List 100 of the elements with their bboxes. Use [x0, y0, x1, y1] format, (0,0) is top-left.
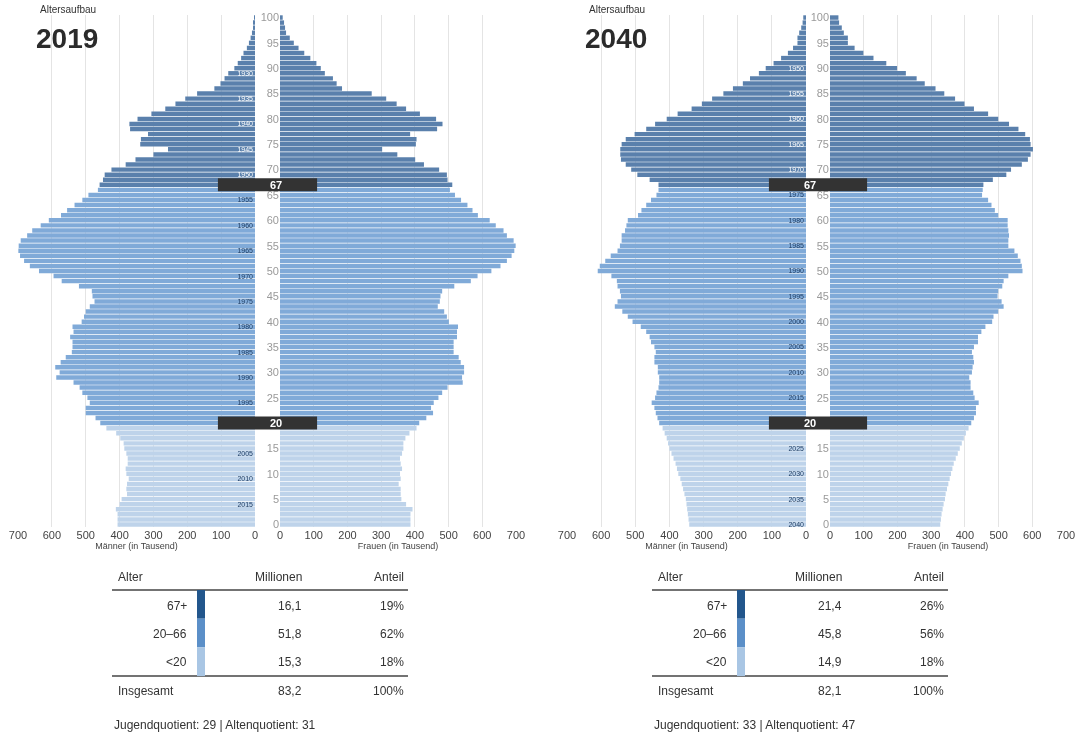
- y-tick-label: 65: [266, 188, 279, 201]
- ref-line-label: 20: [804, 417, 817, 429]
- bar: [654, 405, 806, 411]
- bar: [830, 349, 972, 355]
- bar: [830, 491, 946, 497]
- y-tick-label: 15: [816, 442, 829, 455]
- text: 82,1: [818, 684, 842, 698]
- y-tick-label: 0: [822, 518, 829, 531]
- y-tick-label: 45: [266, 290, 279, 303]
- x-tick-label: 300: [144, 529, 163, 541]
- y-tick-label: 80: [266, 112, 279, 125]
- bar: [280, 35, 290, 41]
- bar: [830, 400, 979, 406]
- y-tick-label: 60: [266, 214, 279, 227]
- bar: [650, 197, 806, 203]
- bar: [655, 410, 806, 416]
- x-tick-label: 600: [591, 529, 611, 541]
- text: Millionen: [795, 570, 843, 584]
- y-tick-label: 30: [816, 366, 829, 379]
- text: 20–66: [693, 627, 727, 641]
- bar: [24, 258, 255, 264]
- text: 62%: [380, 627, 405, 641]
- text: Jugendquotient: 33 | Altenquotient: 47: [654, 718, 856, 732]
- x-tick-label: 500: [989, 529, 1008, 541]
- x-axis-title: Frauen (in Tausend): [907, 541, 989, 551]
- text: 18%: [380, 655, 405, 669]
- y-tick-label: 65: [816, 188, 829, 201]
- y-tick-label: 35: [816, 340, 829, 353]
- bar: [280, 334, 457, 340]
- text: 20–66: [153, 627, 187, 641]
- bar: [797, 35, 806, 41]
- ref-line-label: 20: [270, 417, 283, 429]
- text: Insgesamt: [658, 684, 715, 698]
- text: 18%: [920, 655, 945, 669]
- bar: [680, 476, 806, 482]
- bar: [830, 339, 979, 345]
- text: 56%: [920, 627, 945, 641]
- bar: [130, 126, 255, 132]
- text: 21,4: [818, 599, 842, 613]
- text: 19%: [380, 599, 405, 613]
- x-tick-label: 200: [178, 529, 197, 541]
- text: 15,3: [278, 655, 302, 669]
- y-tick-label: 35: [266, 340, 279, 353]
- x-tick-label: 100: [211, 529, 231, 541]
- bar: [85, 410, 255, 416]
- y-tick-label: 50: [266, 264, 279, 277]
- bar: [830, 476, 950, 482]
- bar: [830, 35, 848, 41]
- x-tick-label: 100: [304, 529, 323, 541]
- bar: [241, 55, 255, 61]
- bar: [681, 481, 806, 487]
- x-tick-label: 700: [8, 529, 28, 541]
- x-tick-label: 400: [405, 529, 425, 541]
- y-tick-label: 25: [816, 391, 829, 404]
- bar: [280, 410, 434, 416]
- bar: [65, 354, 255, 360]
- bar: [797, 40, 806, 46]
- bar: [280, 121, 443, 127]
- y-tick-label: 60: [816, 214, 829, 227]
- bar: [655, 349, 806, 355]
- y-tick-label: 75: [816, 138, 829, 151]
- y-tick-label: 15: [266, 442, 279, 455]
- y-tick-label: 50: [816, 264, 829, 277]
- bar: [830, 410, 976, 416]
- x-tick-label: 600: [42, 529, 62, 541]
- y-tick-label: 5: [822, 492, 829, 505]
- chart-title: 2019: [36, 23, 99, 54]
- chart-subtitle: Altersaufbau: [40, 4, 97, 15]
- y-tick-label: 95: [266, 36, 279, 49]
- y-tick-label: 10: [266, 467, 279, 480]
- x-tick-label: 400: [110, 529, 129, 541]
- chart-title: 2040: [585, 23, 648, 54]
- bar: [280, 476, 401, 482]
- text: 67+: [707, 599, 728, 613]
- y-tick-label: 5: [272, 492, 279, 505]
- bar: [126, 486, 255, 492]
- y-tick-label: 25: [266, 391, 279, 404]
- y-tick-label: 40: [266, 315, 279, 328]
- x-tick-label: 500: [76, 529, 95, 541]
- bar: [651, 400, 806, 406]
- y-tick-label: 100: [810, 11, 829, 24]
- bar: [830, 501, 944, 507]
- x-tick-label: 300: [371, 529, 391, 541]
- bar: [280, 481, 399, 487]
- y-tick-label: 0: [272, 518, 279, 531]
- text: <20: [166, 655, 187, 669]
- text: 16,1: [278, 599, 302, 613]
- y-tick-label: 70: [816, 163, 829, 176]
- y-tick-label: 45: [816, 290, 829, 303]
- bar: [830, 131, 1026, 137]
- bar: [683, 486, 806, 492]
- y-tick-label: 85: [816, 87, 829, 100]
- bar: [684, 491, 806, 497]
- x-tick-label: 400: [660, 529, 679, 541]
- y-tick-label: 10: [816, 467, 829, 480]
- y-tick-label: 80: [816, 112, 829, 125]
- text: Alter: [658, 570, 683, 584]
- y-tick-label: 40: [816, 315, 829, 328]
- x-tick-label: 100: [854, 529, 873, 541]
- y-tick-label: 85: [266, 87, 279, 100]
